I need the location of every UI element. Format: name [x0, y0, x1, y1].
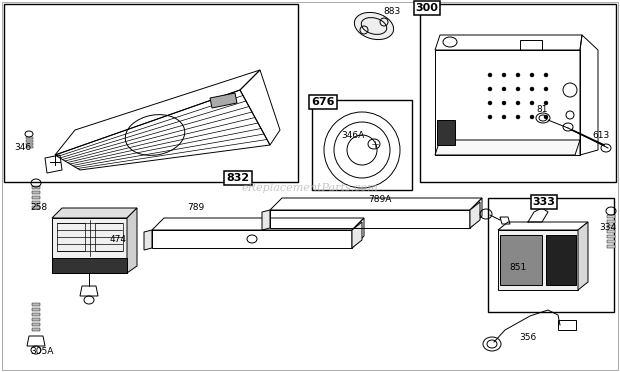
Text: 613: 613	[592, 131, 609, 140]
Ellipse shape	[516, 73, 520, 77]
Text: 346A: 346A	[342, 131, 365, 141]
Bar	[95, 223, 123, 251]
Text: 789A: 789A	[368, 196, 392, 205]
Ellipse shape	[488, 115, 492, 119]
Text: 356: 356	[520, 334, 537, 343]
Ellipse shape	[502, 73, 506, 77]
Polygon shape	[546, 235, 576, 285]
Ellipse shape	[502, 115, 506, 119]
Polygon shape	[435, 140, 580, 155]
Ellipse shape	[488, 87, 492, 91]
Polygon shape	[470, 202, 480, 228]
Bar	[32, 313, 40, 316]
Bar	[520, 40, 542, 50]
Bar	[488, 198, 614, 312]
Text: 474: 474	[110, 235, 126, 244]
Bar	[32, 303, 40, 306]
Text: 334: 334	[600, 224, 616, 232]
Bar	[312, 100, 412, 190]
Polygon shape	[52, 258, 127, 273]
Text: 883: 883	[383, 7, 401, 16]
Text: 346: 346	[14, 144, 32, 153]
Bar	[607, 235, 615, 238]
Ellipse shape	[516, 101, 520, 105]
Bar	[26, 137, 33, 139]
Bar	[32, 328, 40, 331]
Bar	[26, 146, 33, 148]
Text: 305A: 305A	[30, 347, 54, 356]
Ellipse shape	[530, 87, 534, 91]
Ellipse shape	[544, 101, 548, 105]
Bar	[607, 220, 615, 223]
Ellipse shape	[530, 73, 534, 77]
Polygon shape	[144, 230, 152, 250]
Ellipse shape	[488, 101, 492, 105]
Text: 832: 832	[226, 173, 250, 183]
Bar	[26, 143, 33, 145]
Bar	[558, 320, 576, 330]
Bar	[607, 230, 615, 233]
Polygon shape	[437, 120, 455, 145]
Polygon shape	[578, 222, 588, 290]
Ellipse shape	[544, 87, 548, 91]
Ellipse shape	[544, 73, 548, 77]
Text: 676: 676	[311, 97, 335, 107]
Bar	[32, 201, 40, 204]
Bar	[607, 245, 615, 248]
Ellipse shape	[516, 87, 520, 91]
Ellipse shape	[530, 101, 534, 105]
Ellipse shape	[544, 115, 548, 119]
Text: 300: 300	[415, 3, 438, 13]
Polygon shape	[52, 208, 137, 218]
Polygon shape	[500, 235, 542, 285]
Ellipse shape	[355, 12, 394, 39]
Ellipse shape	[502, 87, 506, 91]
Bar	[32, 318, 40, 321]
Text: 258: 258	[30, 202, 48, 212]
Bar	[57, 223, 85, 251]
Bar	[420, 4, 616, 182]
Bar	[607, 240, 615, 243]
Polygon shape	[498, 230, 578, 290]
Bar	[607, 215, 615, 218]
Polygon shape	[127, 208, 137, 273]
Text: eReplacementParts.com: eReplacementParts.com	[242, 183, 378, 193]
Ellipse shape	[488, 73, 492, 77]
Text: 851: 851	[510, 263, 526, 273]
Polygon shape	[352, 222, 362, 248]
Bar	[32, 196, 40, 199]
Bar	[32, 186, 40, 189]
Bar	[607, 225, 615, 228]
Bar	[26, 140, 33, 142]
Polygon shape	[210, 93, 237, 108]
Ellipse shape	[516, 115, 520, 119]
Text: 333: 333	[533, 197, 556, 207]
Polygon shape	[52, 218, 127, 273]
Text: 81: 81	[536, 106, 547, 115]
Ellipse shape	[502, 101, 506, 105]
Ellipse shape	[530, 115, 534, 119]
Bar	[32, 191, 40, 194]
Ellipse shape	[487, 340, 497, 348]
Bar	[32, 308, 40, 311]
Polygon shape	[262, 210, 270, 230]
Text: 789: 789	[187, 202, 205, 212]
Bar	[32, 323, 40, 326]
Bar	[4, 4, 298, 182]
Bar	[32, 206, 40, 209]
